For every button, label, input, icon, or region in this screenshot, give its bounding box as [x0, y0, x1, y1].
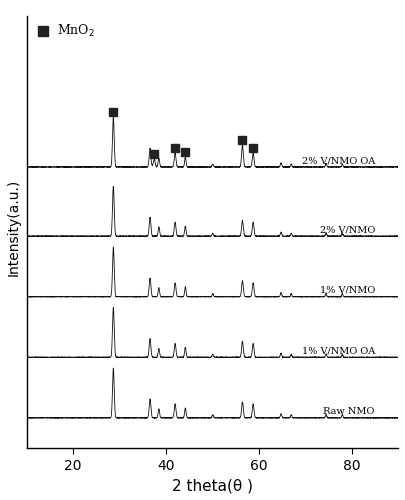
Text: 1% V/NMO: 1% V/NMO — [320, 286, 375, 295]
Text: MnO$_2$: MnO$_2$ — [57, 22, 94, 39]
Text: 2% V/NMO: 2% V/NMO — [320, 226, 375, 234]
X-axis label: 2 theta(θ ): 2 theta(θ ) — [172, 478, 253, 493]
Text: Raw NMO: Raw NMO — [324, 407, 375, 416]
Text: 2% V/NMO OA: 2% V/NMO OA — [302, 156, 375, 165]
Text: 1% V/NMO OA: 1% V/NMO OA — [302, 346, 375, 356]
Y-axis label: Intensity(a.u.): Intensity(a.u.) — [7, 179, 21, 276]
